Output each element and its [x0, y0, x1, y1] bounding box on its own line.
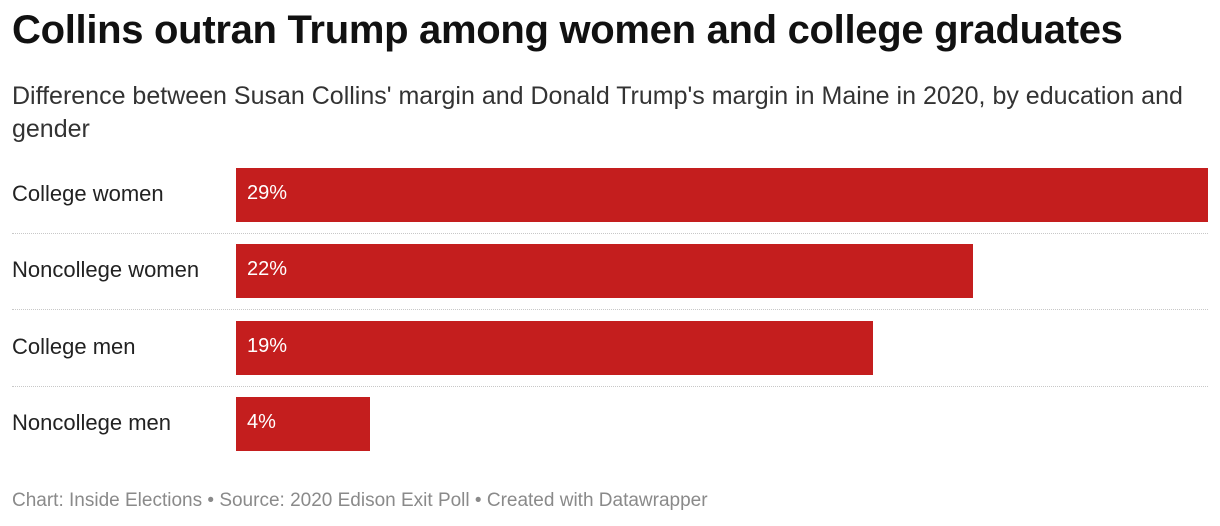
category-label: Noncollege women: [12, 257, 200, 283]
bar: [236, 168, 1208, 222]
chart-subtitle: Difference between Susan Collins' margin…: [12, 82, 1183, 143]
category-label: College women: [12, 181, 164, 206]
footer-source: Source: 2020 Edison Exit Poll: [219, 490, 470, 511]
bar: [236, 396, 371, 451]
category-label: College men: [12, 333, 136, 359]
row-divider: [12, 233, 1208, 234]
bar-value-label: 4%: [247, 410, 276, 433]
footer-separator: •: [474, 490, 482, 511]
footer-tool: Created with Datawrapper: [486, 490, 708, 511]
chart-title: Collins outran Trump among women and col…: [12, 8, 1123, 52]
bar-value-label: 29%: [247, 182, 288, 204]
row-divider: [12, 309, 1208, 311]
footer-separator: •: [207, 490, 215, 511]
row-divider: [12, 385, 1208, 387]
bar-value-label: 22%: [247, 258, 288, 281]
bar-value-label: 19%: [247, 334, 288, 357]
bar: [236, 244, 974, 299]
chart-footer: Chart: Inside Elections • Source: 2020 E…: [12, 490, 708, 512]
category-label: Noncollege men: [12, 409, 171, 435]
footer-credit: Chart: Inside Elections: [12, 490, 203, 511]
bar: [236, 320, 873, 375]
